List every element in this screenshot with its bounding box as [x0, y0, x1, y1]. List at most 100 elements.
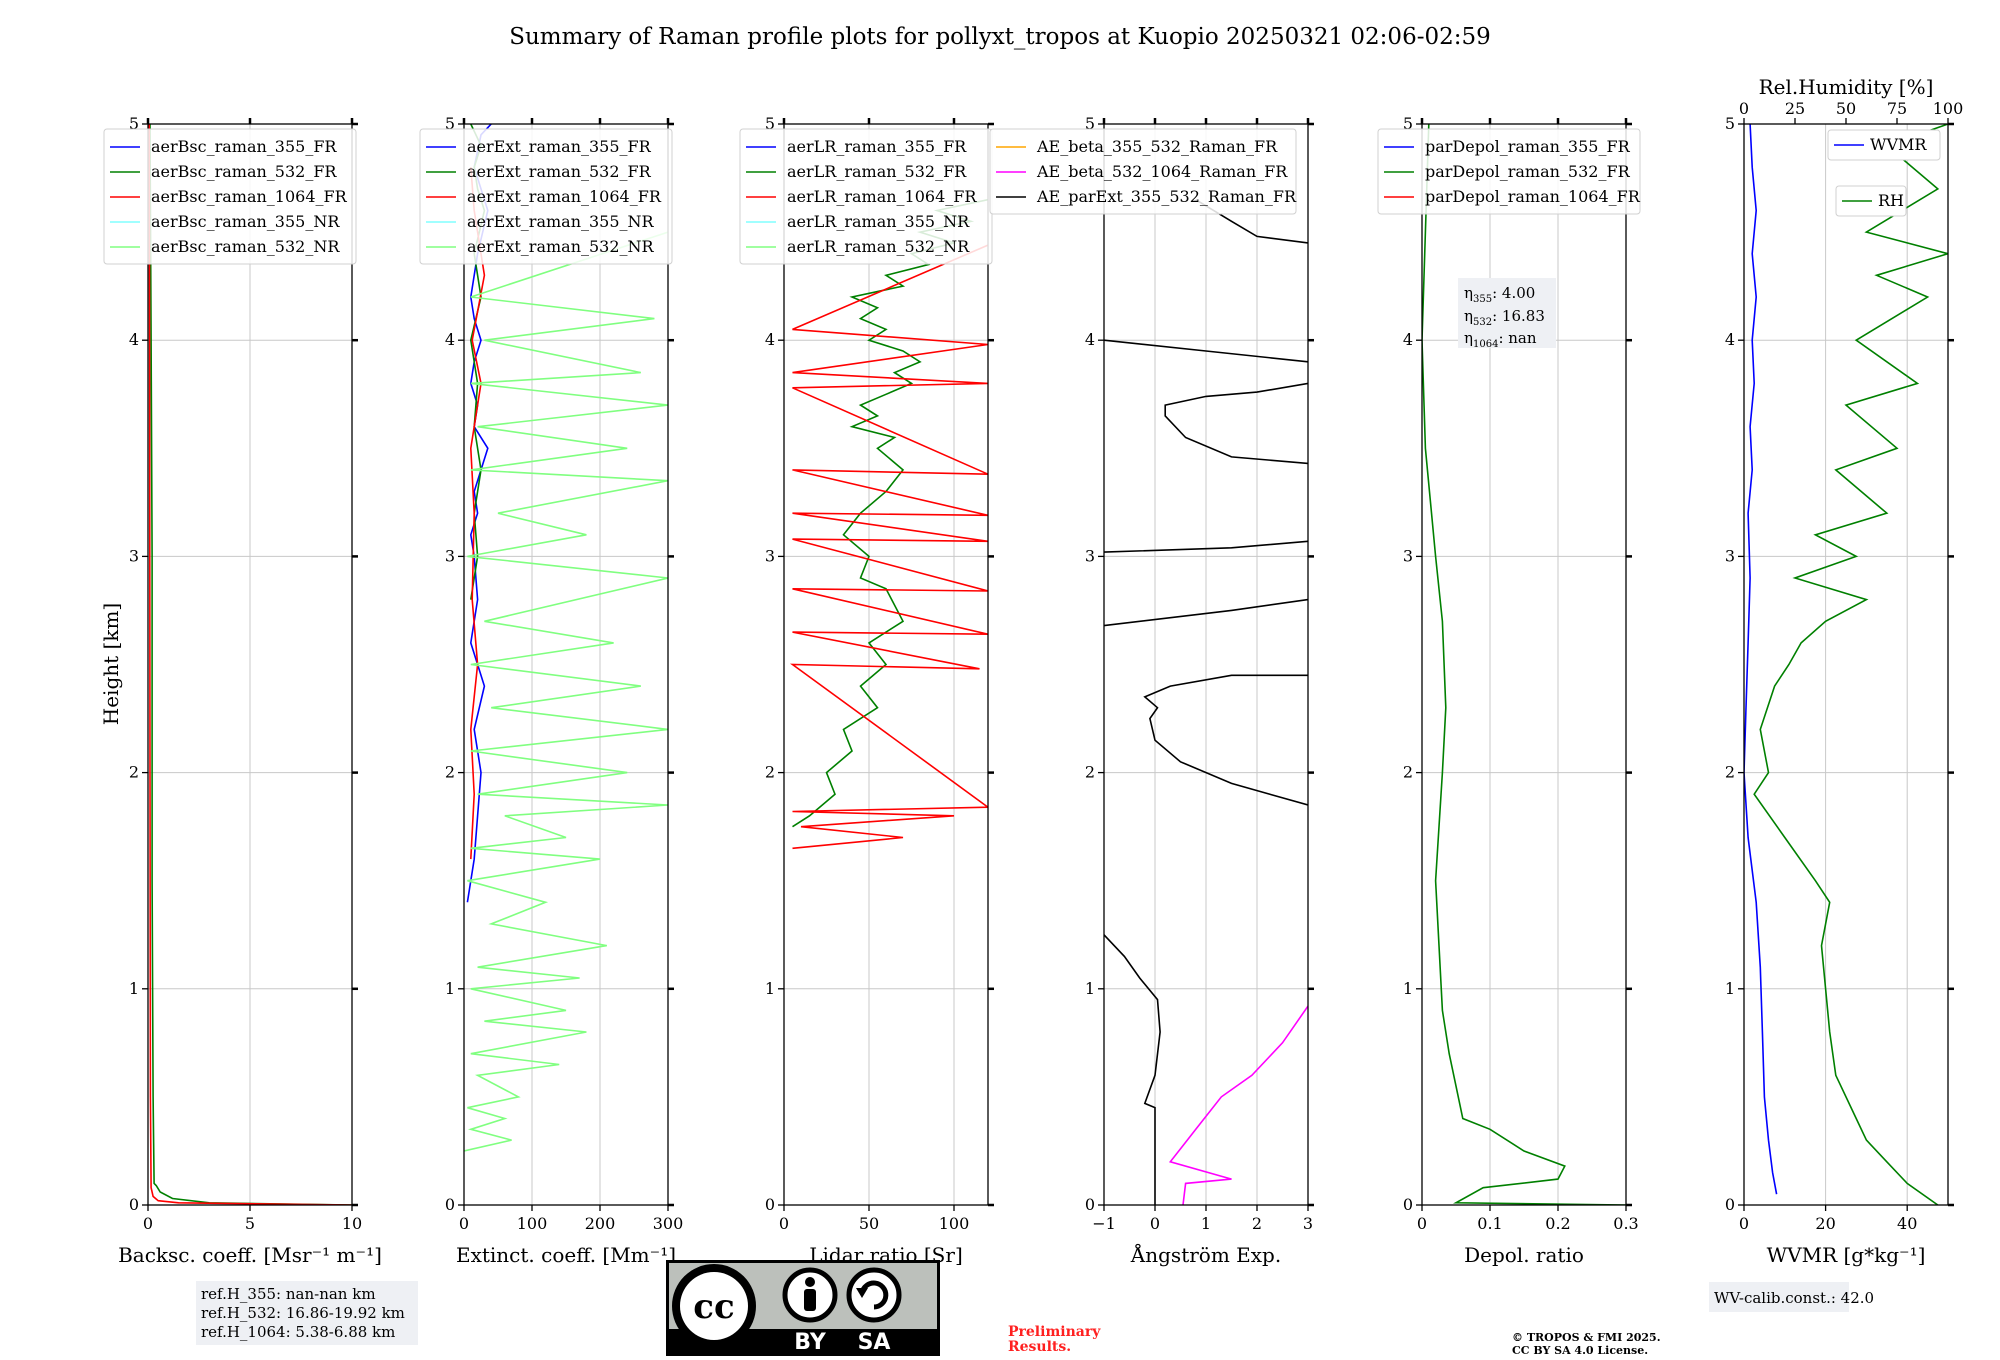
preliminary-note-line1: Preliminary [1008, 1324, 1101, 1340]
y-tick-label: 0 [1725, 1195, 1735, 1214]
panel-ext: 0 1 2 3 4 5 0 100 200 300 Extinct. coeff. [Mm⁻¹] ae… [419, 114, 684, 1267]
legend-label: aerBsc_raman_1064_FR [151, 187, 348, 206]
legend-label: aerLR_raman_1064_FR [787, 187, 977, 206]
y-tick-label: 5 [765, 114, 775, 133]
y-tick-label: 5 [1403, 114, 1413, 133]
series-line-WVMR [1744, 124, 1778, 1195]
copyright-line2: CC BY SA 4.0 License. [1512, 1344, 1648, 1357]
y-tick-label: 2 [129, 763, 139, 782]
panel-bsc: 0 1 2 3 4 5 0 5 10 Backsc. coeff. [Msr⁻¹ m⁻¹] aerB… [103, 114, 382, 1267]
x-tick-label: 0 [459, 1214, 469, 1233]
legend-label: parDepol_raman_532_FR [1425, 162, 1631, 181]
legend-label: aerBsc_raman_355_FR [151, 137, 337, 156]
series-line-RH [1753, 124, 1948, 1205]
x-tick-label: 1 [1201, 1214, 1211, 1233]
legend-label: parDepol_raman_355_FR [1425, 137, 1631, 156]
y-tick-label: 1 [129, 979, 139, 998]
top-x-tick-label: 50 [1836, 99, 1856, 118]
x-tick-label: 0 [1739, 1214, 1749, 1233]
legend-label: parDepol_raman_1064_FR [1425, 187, 1641, 206]
copyright-line1: © TROPOS & FMI 2025. [1512, 1331, 1661, 1344]
plot-frame [463, 123, 669, 1206]
eta-1064: η1064: nan [1464, 329, 1537, 350]
wv-calib-const: WV-calib.const.: 42.0 [1714, 1289, 1874, 1307]
x-tick-label: 0 [143, 1214, 153, 1233]
sa-share-icon [846, 1267, 902, 1323]
legend-label: aerLR_raman_532_NR [787, 237, 970, 256]
x-tick-label: 2 [1252, 1214, 1262, 1233]
x-axis-label: Extinct. coeff. [Mm⁻¹] [456, 1243, 676, 1267]
eta-355: η355: 4.00 [1464, 284, 1535, 305]
x-tick-label: 20 [1815, 1214, 1835, 1233]
y-tick-label: 4 [129, 330, 139, 349]
eta-box: η355: 4.00 η532: 16.83 η1064: nan [1458, 278, 1556, 350]
legend-label: aerLR_raman_355_NR [787, 212, 970, 231]
y-tick-label: 4 [1403, 330, 1413, 349]
y-tick-label: 5 [1725, 114, 1735, 133]
x-tick-label: 0 [1150, 1214, 1160, 1233]
legend-box [1377, 128, 1641, 215]
legend-label: aerExt_raman_355_FR [467, 137, 652, 156]
x-tick-label: 5 [245, 1214, 255, 1233]
panel-dep: 0 1 2 3 4 5 0 0.1 0.2 0.3 Depol. ratio parDepol_ram… [1377, 114, 1641, 1267]
y-tick-label: 4 [1725, 330, 1735, 349]
x-tick-label: 0.3 [1613, 1214, 1638, 1233]
legend-label: AE_parExt_355_532_Raman_FR [1036, 187, 1297, 206]
y-tick-label: 5 [129, 114, 139, 133]
y-tick-label: 2 [1725, 763, 1735, 782]
x-tick-label: −1 [1092, 1214, 1116, 1233]
series-line-aerBsc_raman_532_FR [149, 124, 352, 1205]
legend-label: aerExt_raman_355_NR [467, 212, 655, 231]
y-tick-label: 3 [1725, 546, 1735, 565]
y-tick-label: 2 [445, 763, 455, 782]
legend-box [1827, 129, 1941, 161]
legend-label: aerLR_raman_532_FR [787, 162, 967, 181]
y-tick-label: 2 [765, 763, 775, 782]
series-line-aerExt_raman_532_NR [464, 231, 668, 1152]
legend-box [103, 128, 357, 265]
y-tick-label: 4 [445, 330, 455, 349]
cc-license-badge: cc BY SA [666, 1260, 940, 1356]
x-axis-label: Ångström Exp. [1130, 1242, 1281, 1267]
legend-label: aerBsc_raman_355_NR [151, 212, 340, 231]
x-axis-label: Depol. ratio [1464, 1243, 1584, 1267]
series-line-parDepol_raman_532_FR [1422, 124, 1626, 1205]
series-line-aerBsc_raman_1064_FR [148, 124, 352, 1205]
y-tick-label: 4 [765, 330, 775, 349]
wv-calib-box: WV-calib.const.: 42.0 [1709, 1282, 1874, 1312]
y-tick-label: 3 [1085, 546, 1095, 565]
x-tick-label: 300 [653, 1214, 684, 1233]
x-tick-label: 200 [585, 1214, 616, 1233]
top-x-axis-label: Rel.Humidity [%] [1759, 75, 1934, 99]
legend-label: aerBsc_raman_532_NR [151, 237, 340, 256]
plot-frame [1421, 123, 1627, 1206]
y-tick-label: 0 [765, 1195, 775, 1214]
ref-heights-box: ref.H_355: nan-nan km ref.H_532: 16.86-1… [196, 1281, 418, 1345]
cc-sa-label: SA [858, 1330, 891, 1355]
ref-height-532: ref.H_532: 16.86-19.92 km [201, 1304, 405, 1322]
top-x-tick-label: 100 [1933, 99, 1964, 118]
y-tick-label: 0 [129, 1195, 139, 1214]
ref-height-355: ref.H_355: nan-nan km [201, 1285, 376, 1303]
preliminary-note-line2: Results. [1008, 1339, 1071, 1355]
series-line-aerLR_raman_1064_FR [789, 244, 988, 850]
legend-label: AE_beta_355_532_Raman_FR [1036, 137, 1278, 156]
y-tick-label: 0 [445, 1195, 455, 1214]
x-tick-label: 0 [1417, 1214, 1427, 1233]
x-tick-label: 0.1 [1477, 1214, 1502, 1233]
y-tick-label: 3 [765, 546, 775, 565]
y-axis-label: Height [km] [99, 603, 123, 725]
y-tick-label: 3 [445, 546, 455, 565]
top-x-tick-label: 0 [1739, 99, 1749, 118]
legend-label: aerExt_raman_532_NR [467, 237, 655, 256]
top-x-tick-label: 75 [1887, 99, 1907, 118]
x-tick-label: 3 [1303, 1214, 1313, 1233]
legend-label: aerExt_raman_1064_FR [467, 187, 662, 206]
x-axis-label: Backsc. coeff. [Msr⁻¹ m⁻¹] [118, 1243, 382, 1267]
series-line-AE_beta_532_1064_Raman_FR [1168, 1005, 1308, 1205]
